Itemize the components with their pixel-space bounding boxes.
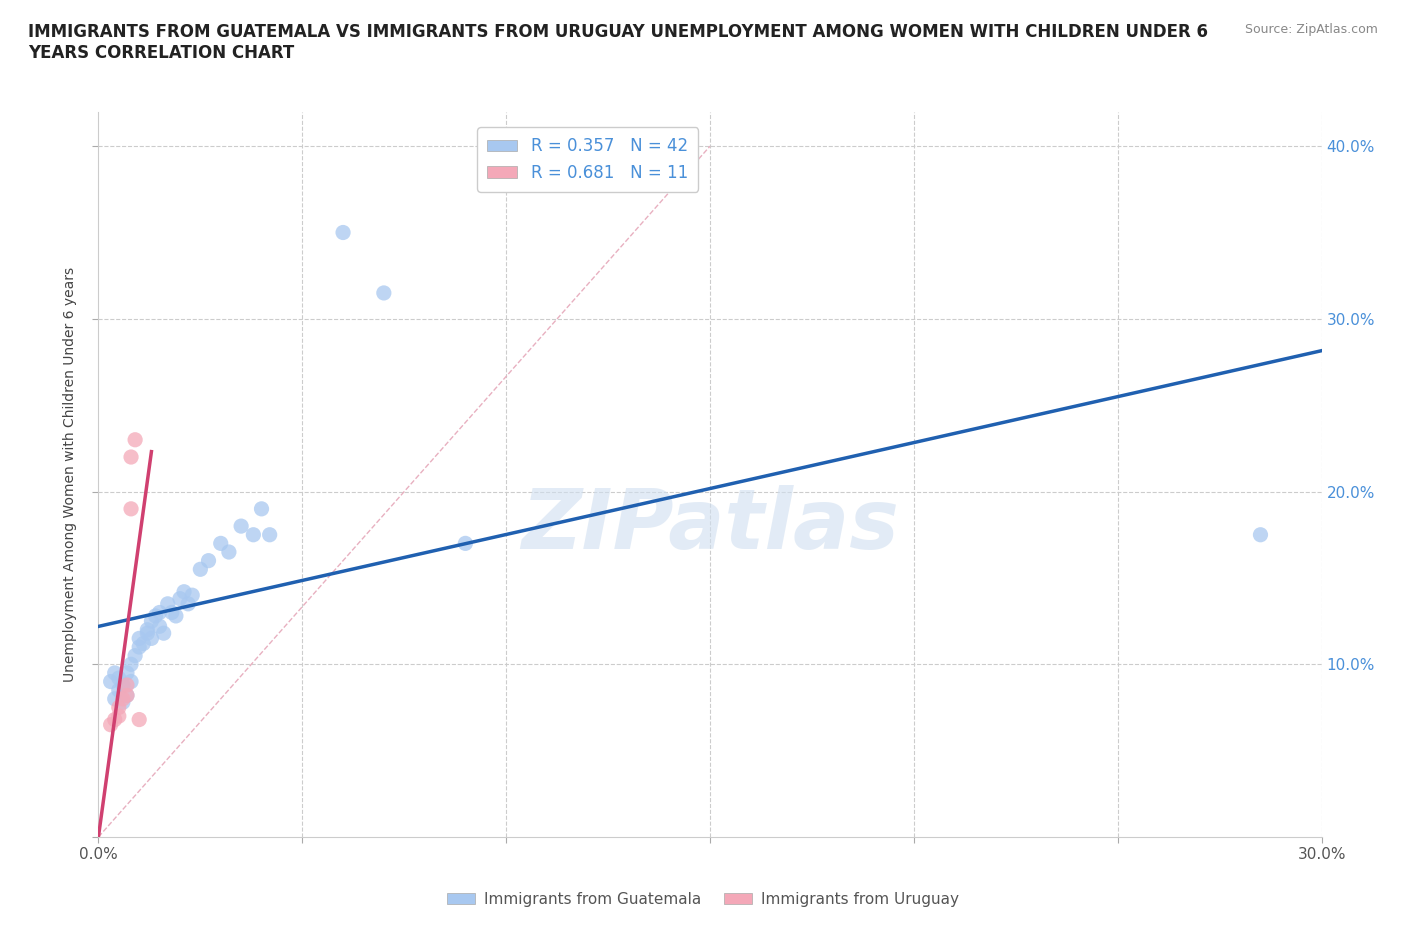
Point xyxy=(120,449,142,464)
Point xyxy=(104,666,127,681)
Point xyxy=(108,700,131,715)
Point xyxy=(173,584,195,599)
Text: ZIPatlas: ZIPatlas xyxy=(522,485,898,565)
Point xyxy=(100,674,122,689)
Point xyxy=(120,674,142,689)
Point xyxy=(165,608,187,623)
Point xyxy=(111,691,134,706)
Point xyxy=(136,622,159,637)
Point xyxy=(373,286,395,300)
Point xyxy=(1249,527,1271,542)
Point xyxy=(104,691,127,706)
Point xyxy=(108,709,131,724)
Point xyxy=(149,618,172,633)
Point xyxy=(124,648,146,663)
Y-axis label: Unemployment Among Women with Children Under 6 years: Unemployment Among Women with Children U… xyxy=(63,267,77,682)
Point xyxy=(128,712,150,727)
Point xyxy=(115,666,138,681)
Point xyxy=(250,501,273,516)
Point xyxy=(108,671,131,685)
Point xyxy=(242,527,264,542)
Legend: R = 0.357   N = 42, R = 0.681   N = 11: R = 0.357 N = 42, R = 0.681 N = 11 xyxy=(478,127,697,192)
Point xyxy=(128,631,150,645)
Point xyxy=(104,712,127,727)
Point xyxy=(141,614,163,629)
Point xyxy=(100,717,122,732)
Point xyxy=(218,545,240,560)
Point xyxy=(156,596,179,611)
Point xyxy=(128,640,150,655)
Text: Source: ZipAtlas.com: Source: ZipAtlas.com xyxy=(1244,23,1378,36)
Point xyxy=(115,688,138,703)
Point xyxy=(181,588,204,603)
Point xyxy=(115,678,138,693)
Point xyxy=(152,626,174,641)
Point xyxy=(197,553,219,568)
Point xyxy=(136,626,159,641)
Point xyxy=(169,591,191,606)
Legend: Immigrants from Guatemala, Immigrants from Uruguay: Immigrants from Guatemala, Immigrants fr… xyxy=(441,886,965,913)
Point xyxy=(141,631,163,645)
Point xyxy=(454,536,477,551)
Point xyxy=(120,657,142,671)
Point xyxy=(209,536,232,551)
Point xyxy=(177,596,200,611)
Point xyxy=(111,695,134,710)
Text: IMMIGRANTS FROM GUATEMALA VS IMMIGRANTS FROM URUGUAY UNEMPLOYMENT AMONG WOMEN WI: IMMIGRANTS FROM GUATEMALA VS IMMIGRANTS … xyxy=(28,23,1208,62)
Point xyxy=(120,501,142,516)
Point xyxy=(188,562,212,577)
Point xyxy=(332,225,354,240)
Point xyxy=(145,608,167,623)
Point xyxy=(149,605,172,620)
Point xyxy=(160,605,183,620)
Point xyxy=(259,527,281,542)
Point xyxy=(111,678,134,693)
Point xyxy=(108,683,131,698)
Point xyxy=(231,519,253,534)
Point xyxy=(132,636,155,651)
Point xyxy=(115,688,138,703)
Point xyxy=(124,432,146,447)
